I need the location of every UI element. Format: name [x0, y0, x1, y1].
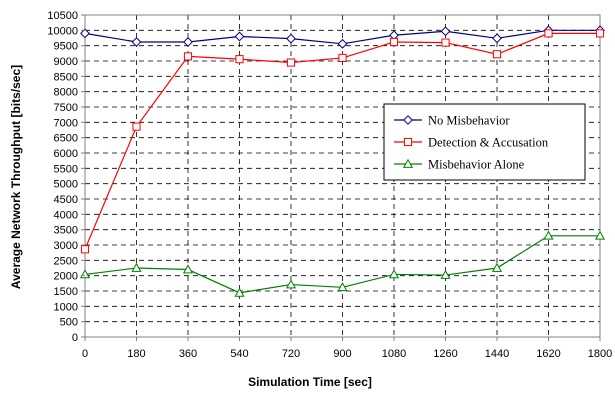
- legend-label-detection-accusation: Detection & Accusation: [428, 136, 549, 150]
- data-point-detection-accusation: [183, 52, 193, 61]
- data-point-misbehavior-alone: [131, 262, 142, 272]
- x-tick-label: 1620: [536, 348, 560, 360]
- y-tick-label: 8500: [54, 71, 78, 83]
- data-point-no-misbehavior: [80, 28, 90, 39]
- data-point-misbehavior-alone: [337, 282, 348, 292]
- y-tick-label: 500: [60, 317, 78, 329]
- data-point-misbehavior-alone: [234, 287, 245, 297]
- data-point-no-misbehavior: [337, 38, 348, 49]
- series-misbehavior-alone: [79, 230, 606, 297]
- x-tick-label: 180: [127, 348, 145, 360]
- y-tick-label: 6500: [54, 133, 78, 145]
- data-point-misbehavior-alone: [182, 264, 194, 274]
- y-tick-label: 7500: [54, 102, 78, 114]
- data-point-misbehavior-alone: [543, 230, 554, 240]
- data-point-misbehavior-alone: [491, 262, 503, 272]
- data-point-detection-accusation: [595, 29, 605, 38]
- data-point-misbehavior-alone: [440, 269, 451, 279]
- x-tick-label: 720: [282, 348, 300, 360]
- x-axis-title: Simulation Time [sec]: [248, 375, 372, 389]
- y-tick-label: 9000: [54, 56, 78, 68]
- x-tick-label: 1260: [433, 348, 457, 360]
- data-point-misbehavior-alone: [594, 230, 606, 240]
- data-point-misbehavior-alone: [388, 269, 400, 279]
- y-tick-label: 10500: [47, 10, 78, 22]
- y-tick-label: 1500: [54, 286, 78, 298]
- data-point-detection-accusation: [132, 122, 141, 131]
- legend-marker-no-misbehavior: [403, 115, 413, 125]
- series-no-misbehavior: [80, 25, 605, 49]
- y-tick-label: 6000: [54, 148, 78, 160]
- y-tick-label: 10000: [47, 25, 78, 37]
- y-tick-label: 4000: [54, 209, 78, 221]
- data-point-detection-accusation: [441, 38, 450, 47]
- data-point-detection-accusation: [492, 50, 502, 59]
- y-tick-label: 0: [72, 332, 78, 344]
- data-point-no-misbehavior: [131, 37, 142, 47]
- y-tick-label: 1000: [54, 301, 78, 313]
- x-tick-label: 0: [82, 348, 88, 360]
- legend-marker-misbehavior-alone: [402, 158, 414, 168]
- y-tick-label: 2000: [54, 271, 78, 283]
- y-tick-label: 5000: [54, 179, 78, 191]
- y-tick-label: 7000: [54, 117, 78, 129]
- y-tick-label: 5500: [54, 163, 78, 175]
- data-point-misbehavior-alone: [285, 279, 297, 289]
- legend-label-misbehavior-alone: Misbehavior Alone: [428, 158, 525, 172]
- y-axis-title: Average Network Throughput [bits/sec]: [9, 65, 23, 289]
- axis-ticks: 0 500 1000 1500 2000 2500 3000 3500 4000 4500 5000…: [47, 10, 612, 360]
- data-point-no-misbehavior: [492, 33, 502, 44]
- y-tick-label: 9500: [54, 41, 78, 53]
- y-tick-label: 3500: [54, 225, 78, 237]
- series-lines: [79, 25, 606, 297]
- data-point-no-misbehavior: [234, 31, 245, 42]
- x-tick-label: 1440: [485, 348, 509, 360]
- x-tick-label: 900: [333, 348, 351, 360]
- data-point-detection-accusation: [235, 55, 244, 64]
- data-point-no-misbehavior: [440, 26, 451, 37]
- y-tick-label: 4500: [54, 194, 78, 206]
- y-tick-label: 2500: [54, 255, 78, 267]
- x-tick-label: 360: [179, 348, 197, 360]
- data-point-no-misbehavior: [183, 37, 193, 47]
- data-point-no-misbehavior: [286, 33, 296, 44]
- data-point-detection-accusation: [389, 37, 399, 47]
- data-point-detection-accusation: [80, 245, 90, 254]
- series-detection-accusation: [80, 29, 605, 254]
- data-point-detection-accusation: [286, 58, 296, 67]
- legend-marker-detection-accusation: [403, 137, 413, 147]
- y-tick-label: 8000: [54, 87, 78, 99]
- x-tick-label: 540: [230, 348, 248, 360]
- legend-label-no-misbehavior: No Misbehavior: [428, 114, 510, 128]
- x-tick-label: 1800: [588, 348, 612, 360]
- x-tick-label: 1080: [382, 348, 406, 360]
- data-point-detection-accusation: [544, 29, 553, 38]
- gridlines: [85, 15, 600, 337]
- y-tick-label: 3000: [54, 240, 78, 252]
- legend: No Misbehavior Detection & Accusation Misb…: [383, 103, 586, 181]
- data-point-detection-accusation: [338, 53, 347, 63]
